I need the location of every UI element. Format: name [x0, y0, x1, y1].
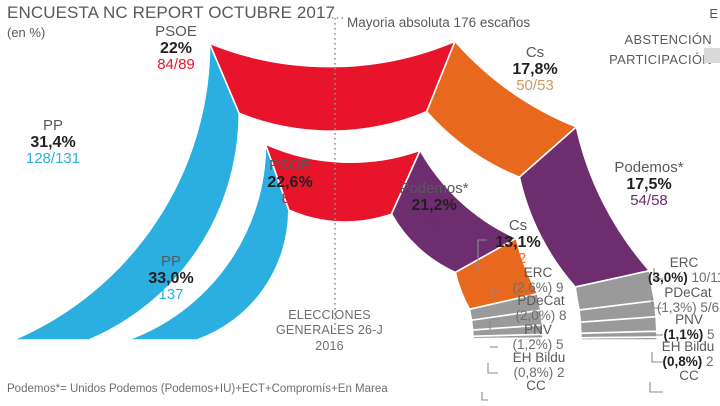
page-title: ENCUESTA NC REPORT OCTUBRE 2017: [7, 3, 336, 22]
edge-clipped-letter: E: [709, 6, 718, 21]
inner-leader-lines: [477, 239, 500, 401]
label-outer-pnv: PNV (1,1%) 5: [663, 312, 715, 342]
majority-label: Mayoria absoluta 176 escaños: [347, 15, 531, 30]
center-note: ELECCIONES GENERALES 26-J 2016: [252, 308, 407, 354]
label-inner-pdecat: PDeCat (2,0%) 8: [515, 293, 567, 323]
label-outer-ehbildu: EH Bildu (0,8%) 2: [661, 339, 715, 369]
label-outer-cs: Cs 17,8% 50/53: [512, 44, 558, 95]
label-outer-erc: ERC (3,0%) 10/11: [648, 255, 720, 285]
label-outer-cc: CC: [679, 368, 699, 383]
label-inner-cs: Cs 13,1% 32: [495, 217, 541, 268]
label-outer-podemos: Podemos* 17,5% 54/58: [614, 159, 684, 210]
center-note-line-1: ELECCIONES: [288, 308, 371, 322]
label-inner-psoe: PSOE 22,6% 85: [267, 157, 313, 208]
label-inner-pnv: PNV (1,2%) 5: [512, 322, 564, 352]
outer-ring-poll-2017: [12, 39, 658, 341]
inner-ring-elections-2016: [126, 142, 544, 341]
label-inner-podemos: Podemos* 21,2% 71: [399, 180, 469, 231]
center-note-line-3: 2016: [315, 338, 344, 353]
label-outer-pp: PP 31,4% 128/131: [25, 117, 81, 168]
footnote: Podemos*= Unidos Podemos (Podemos+IU)+EC…: [7, 383, 388, 395]
label-inner-pp: PP 33,0% 137: [148, 253, 194, 304]
arc-segment-cc[interactable]: [472, 337, 544, 341]
label-inner-ehbildu: EH Bildu (0,8%) 2: [512, 350, 566, 380]
label-outer-pdecat: PDeCat (1,3%) 5/6: [656, 285, 720, 315]
page-subtitle: (en %): [7, 25, 46, 40]
label-inner-cc: CC: [526, 378, 546, 393]
arc-segment-cc[interactable]: [580, 336, 658, 341]
outer-leader-lines: [649, 268, 663, 393]
arc-segment-psoe[interactable]: [208, 39, 457, 132]
edge-clipped-value-chip: [704, 48, 720, 63]
center-note-line-2: GENERALES 26-J: [275, 323, 383, 338]
abstention-participation-block: ABSTENCIÓN PARTICIPACIÓN: [609, 30, 712, 69]
label-inner-erc: ERC (2,6%) 9: [512, 265, 564, 295]
participation-label: PARTICIPACIÓN: [609, 51, 712, 67]
abstention-label: ABSTENCIÓN: [624, 32, 712, 47]
label-outer-psoe: PSOE 22% 84/89: [155, 23, 197, 74]
